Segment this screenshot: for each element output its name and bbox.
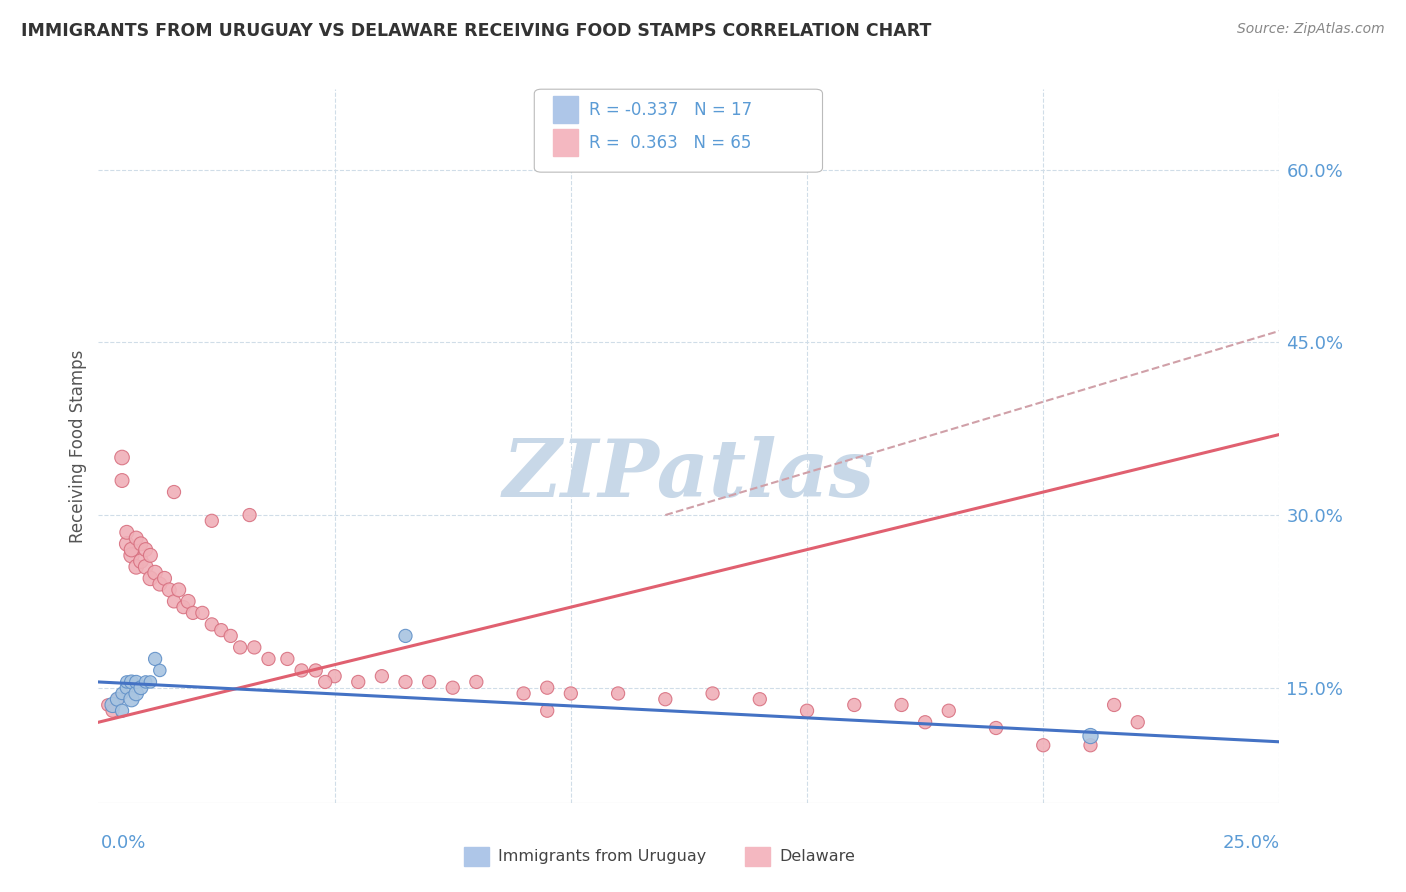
Point <box>115 525 138 540</box>
Point <box>135 675 157 690</box>
Point <box>97 698 120 712</box>
Point <box>844 698 866 712</box>
Point <box>418 675 440 690</box>
Point <box>314 675 336 690</box>
Point <box>129 554 152 568</box>
Point <box>163 485 186 500</box>
Point <box>111 474 134 488</box>
Point <box>890 698 912 712</box>
Point <box>512 686 534 700</box>
Point <box>101 704 124 718</box>
Point <box>101 698 124 712</box>
Point <box>914 715 936 730</box>
Point <box>167 582 190 597</box>
Point <box>111 704 134 718</box>
Point <box>654 692 676 706</box>
Point <box>1102 698 1125 712</box>
Point <box>938 704 960 718</box>
Point <box>796 704 818 718</box>
Point <box>105 692 128 706</box>
Point <box>172 600 194 615</box>
Point <box>191 606 214 620</box>
Point <box>143 566 166 580</box>
Text: Delaware: Delaware <box>779 849 855 863</box>
Point <box>111 450 134 465</box>
Point <box>465 675 488 690</box>
Point <box>536 704 558 718</box>
Point <box>536 681 558 695</box>
Point <box>125 531 148 545</box>
Point <box>121 549 143 563</box>
Point <box>121 692 143 706</box>
Point <box>201 514 224 528</box>
Point <box>125 686 148 700</box>
Text: ZIPatlas: ZIPatlas <box>503 436 875 513</box>
Text: 25.0%: 25.0% <box>1222 834 1279 852</box>
Text: 0.0%: 0.0% <box>101 834 146 852</box>
Point <box>135 559 157 574</box>
Point <box>243 640 266 655</box>
Point <box>121 675 143 690</box>
Point <box>1126 715 1149 730</box>
Text: Source: ZipAtlas.com: Source: ZipAtlas.com <box>1237 22 1385 37</box>
Point <box>290 664 312 678</box>
Point <box>129 681 152 695</box>
Point <box>441 681 464 695</box>
Point <box>129 537 152 551</box>
Point <box>163 594 186 608</box>
Point <box>323 669 346 683</box>
Point <box>181 606 204 620</box>
Point <box>560 686 582 700</box>
Point <box>149 577 172 591</box>
Point <box>209 623 232 637</box>
Point <box>371 669 394 683</box>
Point <box>111 686 134 700</box>
Y-axis label: Receiving Food Stamps: Receiving Food Stamps <box>69 350 87 542</box>
Point <box>1080 729 1102 743</box>
Text: IMMIGRANTS FROM URUGUAY VS DELAWARE RECEIVING FOOD STAMPS CORRELATION CHART: IMMIGRANTS FROM URUGUAY VS DELAWARE RECE… <box>21 22 931 40</box>
Point <box>153 571 176 585</box>
Point <box>105 692 128 706</box>
Point <box>139 549 162 563</box>
Point <box>257 652 280 666</box>
Point <box>139 675 162 690</box>
Point <box>394 675 416 690</box>
Point <box>115 537 138 551</box>
Point <box>984 721 1007 735</box>
Point <box>115 681 138 695</box>
Point <box>1080 738 1102 752</box>
Point <box>276 652 298 666</box>
Point <box>702 686 724 700</box>
Point <box>305 664 328 678</box>
Point <box>219 629 242 643</box>
Point <box>115 675 138 690</box>
Text: Immigrants from Uruguay: Immigrants from Uruguay <box>498 849 706 863</box>
Point <box>121 542 143 557</box>
Point <box>149 664 172 678</box>
Point <box>139 571 162 585</box>
Point <box>239 508 262 522</box>
Point <box>125 675 148 690</box>
Text: R =  0.363   N = 65: R = 0.363 N = 65 <box>589 134 751 152</box>
Point <box>347 675 370 690</box>
Point <box>607 686 630 700</box>
Text: R = -0.337   N = 17: R = -0.337 N = 17 <box>589 101 752 119</box>
Point <box>135 542 157 557</box>
Point <box>201 617 224 632</box>
Point <box>748 692 770 706</box>
Point <box>143 652 166 666</box>
Point <box>229 640 252 655</box>
Point <box>177 594 200 608</box>
Point <box>394 629 416 643</box>
Point <box>157 582 180 597</box>
Point <box>125 559 148 574</box>
Point <box>1032 738 1054 752</box>
